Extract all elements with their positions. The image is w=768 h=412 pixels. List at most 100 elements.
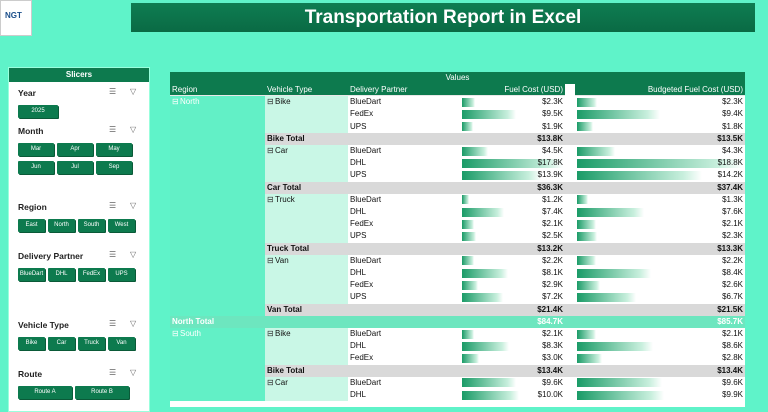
slicer-button[interactable]: Van (108, 337, 135, 350)
region-cell-bg (170, 157, 265, 170)
fuel-cell: $7.4K (542, 207, 563, 216)
slicer-button[interactable]: DHL (48, 268, 75, 281)
partner-cell: BlueDart (350, 194, 382, 204)
slicer-button[interactable]: FedEx (78, 268, 105, 281)
partner-cell: UPS (350, 292, 367, 302)
budget-cell: $2.1K (722, 329, 743, 338)
region-cell-bg (170, 254, 265, 267)
budget-cell: $2.3K (722, 97, 743, 107)
data-bar (462, 390, 519, 400)
partner-cell: DHL (350, 158, 367, 168)
region-cell-bg (170, 291, 265, 304)
budget-cell: $14.2K (717, 170, 743, 180)
partner-cell: BlueDart (350, 255, 382, 265)
slicer-button[interactable]: 2025 (18, 105, 58, 118)
column-header: Vehicle Type (265, 84, 348, 97)
partner-cell: BlueDart (350, 146, 382, 155)
region-cell-bg (170, 193, 265, 206)
clear-filter-icon: ▽ (130, 125, 137, 134)
region-cell-bg (170, 389, 265, 402)
slicer-button[interactable]: North (48, 219, 75, 232)
slicer-button[interactable]: Bike (18, 337, 45, 350)
budget-cell: $18.8K (717, 158, 743, 168)
vehicle-cell: Van (275, 255, 289, 265)
data-bar (462, 231, 477, 242)
fuel-cell: $9.6K (542, 377, 563, 387)
vehicle-cell-bg (265, 376, 348, 389)
slicer-label: Route (18, 369, 43, 379)
data-bar (577, 256, 597, 266)
partner-cell: DHL (350, 341, 367, 351)
data-bar (577, 329, 596, 339)
slicer-button[interactable]: Sep (96, 161, 132, 174)
vehicle-cell: Truck (275, 194, 295, 204)
column-header: Budgeted Fuel Cost (USD) (575, 84, 745, 97)
fuel-cell: $13.2K (537, 243, 563, 253)
clear-filter-icon: ▽ (130, 87, 137, 96)
fuel-cell: $2.1K (542, 329, 563, 338)
data-bar (577, 219, 596, 229)
partner-cell: DHL (350, 390, 367, 399)
slicer-panel: Slicers Year ☰ ▽ 2025 Month ☰ ▽ Mar Apr May Jun Jul… (8, 67, 150, 412)
fuel-cell: $8.3K (542, 341, 563, 351)
multi-select-icon: ☰ (109, 87, 117, 96)
slicer-button[interactable]: Jun (18, 161, 54, 174)
slicer-button[interactable]: BlueDart (18, 268, 45, 281)
fuel-cell: $2.5K (542, 231, 563, 241)
vehicle-cell-bg (265, 169, 348, 182)
multi-select-icon: ☰ (109, 319, 117, 328)
budget-cell: $4.3K (722, 146, 743, 155)
slicer-button[interactable]: Route B (75, 386, 129, 399)
data-bar (577, 207, 645, 217)
slicer-button[interactable]: South (78, 219, 105, 232)
partner-cell: BlueDart (350, 329, 382, 338)
vehicle-cell-bg (265, 279, 348, 292)
fuel-cell: $21.4K (537, 304, 563, 314)
region-cell-bg (170, 364, 265, 377)
collapse-icon: ⊟ (267, 329, 274, 338)
region-cell-bg (170, 108, 265, 121)
fuel-cell: $3.0K (542, 353, 563, 363)
vehicle-cell-bg (265, 340, 348, 353)
data-bar (462, 292, 503, 303)
collapse-icon: ⊟ (172, 329, 179, 338)
slicer-button[interactable]: Truck (78, 337, 105, 350)
budget-cell: $9.9K (722, 390, 743, 399)
slicer-button[interactable]: Jul (57, 161, 93, 174)
logo-box: NGT (0, 0, 32, 36)
vehicle-cell: Van Total (267, 304, 302, 314)
region-cell-bg (170, 242, 265, 255)
slicer-button[interactable]: UPS (108, 268, 135, 281)
data-bar (462, 268, 508, 278)
data-bar (577, 122, 593, 132)
slicer-button[interactable]: East (18, 219, 45, 232)
total-row-bg (265, 364, 745, 377)
fuel-cell: $13.4K (537, 365, 563, 375)
data-bar (462, 195, 469, 205)
region-cell-bg (170, 96, 265, 109)
vehicle-cell-bg (265, 120, 348, 133)
multi-select-icon: ☰ (109, 368, 117, 377)
slicer-button[interactable]: May (96, 143, 132, 156)
slicer-button[interactable]: West (108, 219, 135, 232)
data-bar (462, 97, 476, 107)
region-cell-bg (170, 218, 265, 231)
column-header: Delivery Partner (348, 84, 460, 97)
pivot-table: Values Region Vehicle Type Delivery Partne… (170, 72, 745, 407)
slicer-button[interactable]: Mar (18, 143, 54, 156)
vehicle-cell-bg (265, 291, 348, 304)
budget-cell: $2.1K (722, 219, 743, 229)
data-bar (462, 378, 517, 388)
vehicle-cell-bg (265, 254, 348, 267)
data-bar (462, 146, 488, 156)
fuel-cell: $7.2K (542, 292, 563, 302)
data-bar (462, 353, 480, 364)
slicer-button[interactable]: Apr (57, 143, 93, 156)
partner-cell: BlueDart (350, 97, 382, 107)
vehicle-cell-bg (265, 108, 348, 121)
budget-cell: $8.4K (722, 268, 743, 277)
total-row-bg (265, 303, 745, 316)
fuel-cell: $2.1K (542, 219, 563, 229)
slicer-button[interactable]: Route A (18, 386, 72, 399)
slicer-button[interactable]: Car (48, 337, 75, 350)
